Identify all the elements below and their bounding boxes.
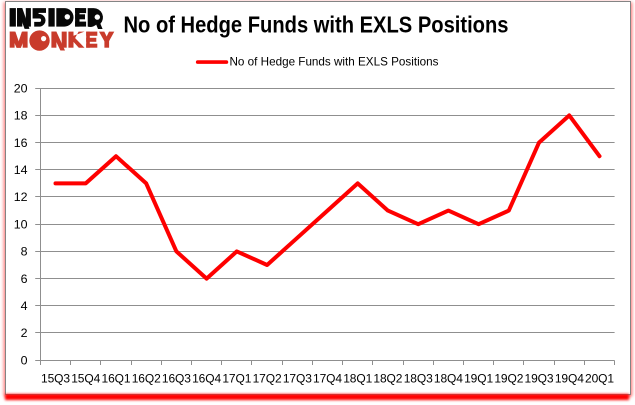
svg-text:No of Hedge Funds with EXLS Po: No of Hedge Funds with EXLS Positions <box>230 55 439 68</box>
svg-text:20Q1: 20Q1 <box>585 372 614 386</box>
svg-text:19Q2: 19Q2 <box>494 372 523 386</box>
svg-text:16Q1: 16Q1 <box>102 372 131 386</box>
svg-text:10: 10 <box>14 217 28 231</box>
svg-text:18Q1: 18Q1 <box>343 372 372 386</box>
svg-text:16Q3: 16Q3 <box>162 372 191 386</box>
svg-text:4: 4 <box>21 299 28 313</box>
svg-text:18Q2: 18Q2 <box>373 372 402 386</box>
svg-text:16Q2: 16Q2 <box>132 372 161 386</box>
svg-text:18: 18 <box>14 109 28 123</box>
svg-text:19Q3: 19Q3 <box>525 372 554 386</box>
svg-text:6: 6 <box>21 272 28 286</box>
svg-text:16: 16 <box>14 136 28 150</box>
svg-text:15Q4: 15Q4 <box>71 372 100 386</box>
svg-text:19Q4: 19Q4 <box>555 372 584 386</box>
svg-text:19Q1: 19Q1 <box>464 372 493 386</box>
svg-text:0: 0 <box>21 353 28 367</box>
svg-text:17Q1: 17Q1 <box>222 372 251 386</box>
svg-text:17Q3: 17Q3 <box>283 372 312 386</box>
svg-text:14: 14 <box>14 163 28 177</box>
svg-text:No of Hedge Funds with EXLS Po: No of Hedge Funds with EXLS Positions <box>124 12 509 38</box>
svg-text:16Q4: 16Q4 <box>192 372 221 386</box>
svg-text:17Q4: 17Q4 <box>313 372 342 386</box>
svg-text:15Q3: 15Q3 <box>41 372 70 386</box>
svg-text:20: 20 <box>14 81 28 95</box>
svg-text:12: 12 <box>14 190 28 204</box>
svg-text:2: 2 <box>21 326 28 340</box>
svg-text:18Q4: 18Q4 <box>434 372 463 386</box>
svg-text:17Q2: 17Q2 <box>253 372 282 386</box>
svg-text:18Q3: 18Q3 <box>404 372 433 386</box>
svg-text:8: 8 <box>21 245 28 259</box>
